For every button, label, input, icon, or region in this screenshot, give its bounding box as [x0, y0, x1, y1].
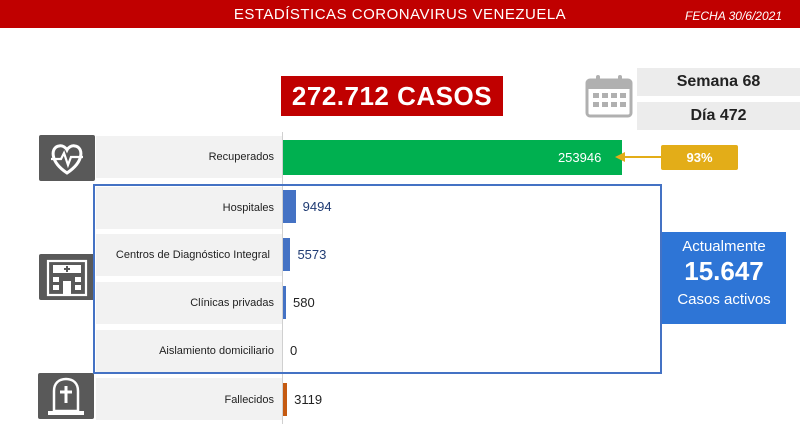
bar-clinicas: [283, 286, 286, 319]
bar-hospitales: [283, 190, 296, 223]
row-background-hospitales: [96, 187, 282, 229]
bar-value-cdi: 5573: [297, 246, 327, 262]
category-label-recuperados: Recuperados: [208, 151, 274, 163]
active-cases-box: Actualmente 15.647 Casos activos: [662, 232, 786, 324]
bar-fallecidos: [283, 383, 288, 416]
page-title: ESTADÍSTICAS CORONAVIRUS VENEZUELA: [233, 6, 567, 23]
report-date: FECHA 30/6/2021: [685, 9, 782, 23]
category-label-clinicas: Clínicas privadas: [190, 297, 274, 309]
facilities-group-frame: [93, 184, 662, 374]
bar-cdi: [283, 238, 291, 271]
bar-value-aislamiento: 0: [290, 342, 298, 358]
tombstone-icon: [38, 373, 94, 419]
hospital-icon: [39, 254, 95, 300]
category-label-hospitales: Hospitales: [222, 202, 274, 214]
category-label-aislamiento: Aislamiento domiciliario: [159, 345, 274, 357]
recovered-percent-badge: 93%: [661, 145, 738, 170]
active-cases-label: Actualmente: [682, 238, 766, 255]
row-background-clinicas: [96, 282, 282, 324]
bar-recuperados: [283, 140, 622, 175]
category-label-cdi: Centros de Diagnóstico Integral: [115, 249, 270, 261]
arrow-left-icon: [615, 152, 663, 162]
header-bar: ESTADÍSTICAS CORONAVIRUS VENEZUELA FECHA…: [0, 0, 800, 28]
day-counter: Día 472: [637, 102, 800, 130]
calendar-icon: [585, 75, 633, 118]
category-label-fallecidos: Fallecidos: [224, 394, 274, 406]
active-cases-sublabel: Casos activos: [677, 291, 771, 308]
week-counter: Semana 68: [637, 68, 800, 96]
row-background-aislamiento: [96, 330, 282, 372]
chart-axis-line: [282, 132, 283, 424]
total-cases-box: 272.712 CASOS: [281, 76, 503, 116]
bar-value-clinicas: 580: [293, 294, 315, 310]
row-background-recuperados: [96, 136, 282, 178]
row-background-fallecidos: [96, 378, 282, 420]
heart-pulse-icon: [39, 135, 95, 181]
active-cases-value: 15.647: [684, 256, 764, 286]
bar-value-fallecidos: 3119: [294, 391, 323, 407]
bar-value-hospitales: 9494: [302, 198, 332, 214]
row-background-cdi: [96, 234, 282, 276]
bar-value-recuperados: 253946: [557, 149, 602, 165]
